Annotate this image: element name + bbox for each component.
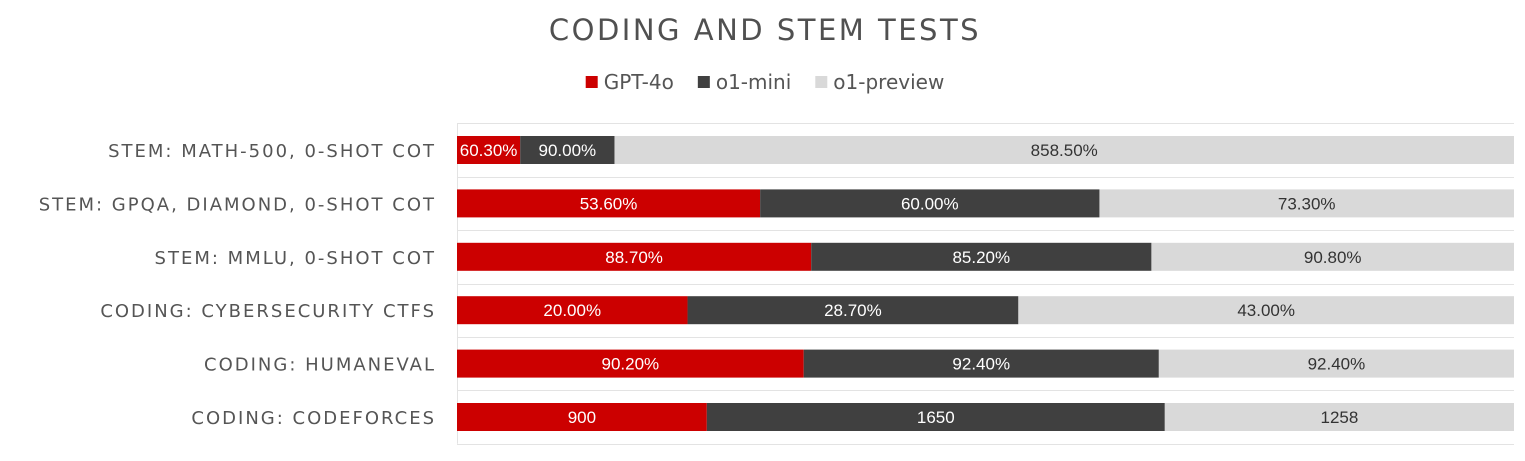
legend-swatch [815, 76, 828, 88]
value-labels: 60.30% 90.00% 858.50% 53.60% 60.00% 73.30% 88.… [460, 141, 1366, 427]
category-label: STEM: GPQA, DIAMOND, 0-SHOT COT [39, 194, 436, 215]
category-label: CODING: CYBERSECURITY CTFS [100, 301, 436, 322]
bar-gpt-4o [457, 136, 521, 164]
bar-o1-preview [1151, 242, 1514, 271]
bar-o1-mini [811, 242, 1152, 271]
category-label: CODING: HUMANEVAL [204, 355, 436, 376]
legend-swatch [585, 76, 598, 88]
legend-label: GPT-4o [604, 70, 674, 94]
data-label: 90.80% [1304, 248, 1362, 267]
bar-o1-mini [803, 349, 1159, 378]
data-label: 858.50% [1031, 141, 1098, 160]
gridlines [457, 123, 1514, 445]
legend-item-o1-mini: o1-mini [697, 70, 791, 94]
bar-o1-mini [687, 296, 1019, 325]
legend-item-gpt-4o: GPT-4o [585, 70, 674, 94]
bar-gpt-4o [457, 403, 707, 431]
data-label: 60.00% [901, 194, 959, 213]
data-label: 85.20% [952, 248, 1010, 267]
legend-swatch [697, 76, 710, 88]
legend-item-o1-preview: o1-preview [815, 70, 944, 94]
bar-o1-mini [520, 136, 615, 164]
category-label: STEM: MMLU, 0-SHOT COT [155, 248, 436, 269]
data-label: 43.00% [1237, 301, 1295, 320]
chart-title: CODING AND STEM TESTS [549, 13, 981, 47]
data-label: 1650 [917, 408, 955, 427]
data-label: 900 [568, 408, 596, 427]
legend: GPT-4o o1-mini o1-preview [585, 70, 944, 94]
legend-label: o1-preview [833, 70, 944, 94]
data-label: 1258 [1320, 408, 1358, 427]
category-labels: STEM: MATH-500, 0-SHOT COT STEM: GPQA, DI… [39, 141, 436, 429]
category-label: STEM: MATH-500, 0-SHOT COT [108, 141, 436, 162]
bar-gpt-4o [457, 242, 812, 271]
bars [457, 136, 1514, 431]
category-label: CODING: CODEFORCES [191, 408, 436, 429]
data-label: 88.70% [605, 248, 663, 267]
data-label: 20.00% [543, 301, 601, 320]
data-label: 92.40% [952, 355, 1010, 374]
bar-o1-mini [760, 189, 1100, 218]
bar-o1-preview [1018, 296, 1514, 325]
bar-gpt-4o [457, 189, 761, 218]
data-label: 28.70% [824, 301, 882, 320]
data-label: 53.60% [580, 194, 638, 213]
bar-gpt-4o [457, 349, 804, 378]
bar-o1-preview [1158, 349, 1514, 378]
bar-o1-mini [706, 403, 1165, 431]
bar-o1-preview [1099, 189, 1514, 218]
bar-gpt-4o [457, 296, 688, 325]
data-label: 60.30% [460, 141, 518, 160]
data-label: 92.40% [1308, 355, 1366, 374]
bar-o1-preview [614, 136, 1514, 164]
data-label: 90.20% [602, 355, 660, 374]
legend-label: o1-mini [716, 70, 791, 94]
data-label: 90.00% [538, 141, 596, 160]
data-label: 73.30% [1278, 194, 1336, 213]
bar-o1-preview [1164, 403, 1514, 431]
